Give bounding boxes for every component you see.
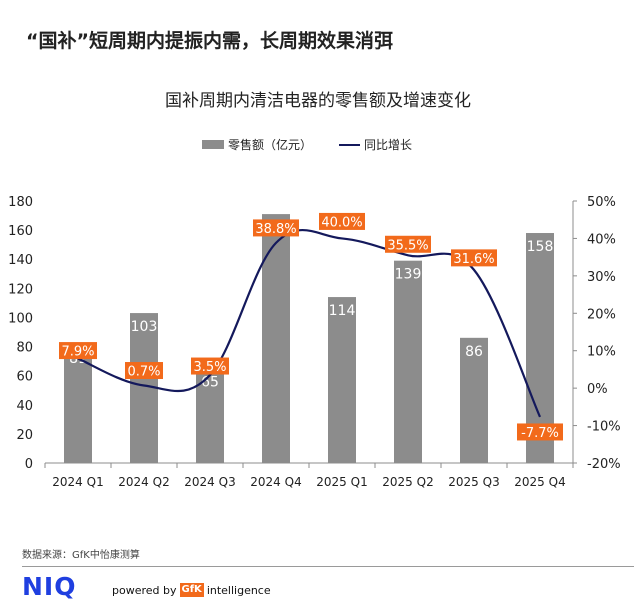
left-tick-label: 140 [8, 253, 33, 268]
x-tick-label: 2024 Q4 [250, 475, 301, 489]
growth-label-box [385, 235, 431, 253]
growth-label-box [253, 219, 299, 237]
bar-value-label: 158 [527, 239, 554, 255]
right-tick-label: 30% [587, 270, 616, 285]
line-labels: 7.9% 0.7% 3.5% 38.8% 40.0% 35.5% 31.6% -7.7% [59, 212, 563, 441]
growth-label-text: 40.0% [321, 215, 362, 230]
right-tick-label: 0% [587, 382, 608, 397]
growth-label-text: 31.6% [453, 252, 494, 267]
growth-label-box [59, 342, 97, 360]
chart: 国补周期内清洁电器的零售额及增速变化 零售额（亿元） 同比增长 0 20 40 60 8… [8, 91, 620, 489]
powered-by: powered by GfK intelligence [112, 583, 271, 597]
right-tick-label: 10% [587, 345, 616, 360]
intelligence-text: intelligence [206, 583, 271, 597]
axes: 0 20 40 60 80 100 120 140 160 180 -20% -10% 0% 10% 20%… [8, 195, 620, 489]
growth-label-box [191, 357, 229, 375]
growth-label-box [319, 212, 365, 230]
legend-bar-label: 零售额（亿元） [228, 137, 312, 152]
growth-label-text: 7.9% [61, 345, 94, 360]
right-tick-label: 40% [587, 232, 616, 247]
bar [328, 297, 356, 463]
growth-label-text: 0.7% [127, 365, 160, 380]
niq-logo: NIQ [22, 572, 77, 601]
headline: “国补”短周期内提振内需，长周期效果消弭 [26, 30, 393, 52]
x-tick-label: 2024 Q1 [52, 475, 103, 489]
left-tick-label: 180 [8, 195, 33, 210]
growth-label-text: 3.5% [193, 360, 226, 375]
bar [262, 214, 290, 463]
growth-label-box [451, 249, 497, 267]
chart-title: 国补周期内清洁电器的零售额及增速变化 [165, 91, 471, 111]
growth-label-text: 38.8% [255, 222, 296, 237]
left-tick-label: 60 [16, 370, 33, 385]
left-tick-label: 80 [16, 341, 33, 356]
bar [64, 345, 92, 463]
right-tick-label: 50% [587, 195, 616, 210]
growth-line [77, 228, 542, 418]
right-tick-label: -20% [587, 457, 621, 472]
right-tick-label: -10% [587, 420, 621, 435]
bar [460, 337, 488, 463]
powered-by-text: powered by [112, 583, 177, 597]
left-tick-label: 20 [16, 428, 33, 443]
bar-value-label: 86 [465, 344, 483, 360]
left-tick-label: 100 [8, 311, 33, 326]
bar-value-label: 139 [395, 267, 422, 283]
x-tick-label: 2024 Q3 [184, 475, 235, 489]
bar-value-label: 114 [329, 303, 356, 319]
footer-divider [22, 566, 634, 567]
growth-label-text: 35.5% [387, 238, 428, 253]
growth-label-box [517, 423, 563, 441]
x-tick-label: 2025 Q4 [514, 475, 565, 489]
source-note: 数据来源：GfK中怡康测算 [22, 550, 140, 561]
bar-value-label: 103 [131, 319, 158, 335]
growth-label-text: -7.7% [521, 426, 559, 441]
x-tick-label: 2025 Q3 [448, 475, 499, 489]
bar [394, 260, 422, 463]
left-tick-label: 120 [8, 282, 33, 297]
x-tick-label: 2025 Q1 [316, 475, 367, 489]
gfk-logo: GfK [179, 583, 204, 597]
legend-bar-swatch [202, 140, 224, 149]
x-tick-label: 2025 Q2 [382, 475, 433, 489]
right-tick-label: 20% [587, 307, 616, 322]
legend-line-label: 同比增长 [364, 138, 412, 152]
left-tick-label: 40 [16, 399, 33, 414]
left-tick-label: 0 [25, 457, 33, 472]
left-tick-label: 160 [8, 224, 33, 239]
legend: 零售额（亿元） 同比增长 [202, 137, 412, 152]
x-tick-label: 2024 Q2 [118, 475, 169, 489]
growth-label-box [125, 362, 163, 380]
